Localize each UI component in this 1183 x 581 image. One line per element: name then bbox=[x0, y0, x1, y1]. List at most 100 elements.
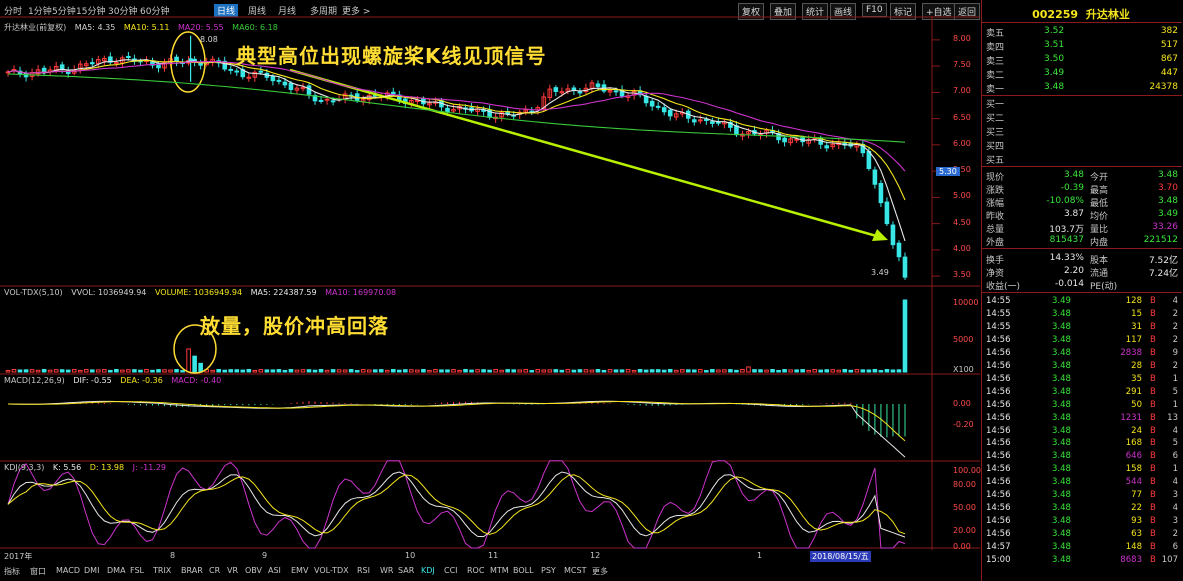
indicator-tab-15[interactable]: WR bbox=[380, 566, 394, 575]
stat-label-0-b: 今开 bbox=[1090, 173, 1109, 183]
period-tab-1[interactable]: 1分钟 bbox=[28, 7, 52, 17]
volume-bar-19 bbox=[120, 369, 125, 373]
indicator-tab-20[interactable]: MTM bbox=[490, 566, 509, 575]
tick-v: 128 bbox=[1125, 296, 1142, 306]
panel-divider-2 bbox=[982, 166, 1182, 167]
candle-110 bbox=[667, 109, 673, 117]
volume-bar-84 bbox=[511, 369, 516, 373]
volume-bar-118 bbox=[716, 369, 721, 373]
tool-button-3[interactable]: 画线 bbox=[830, 3, 857, 20]
indicator-tab-17[interactable]: KDJ bbox=[421, 566, 435, 575]
tick-t: 14:56 bbox=[986, 347, 1011, 358]
candle-101 bbox=[613, 90, 619, 93]
indicator-tab-14[interactable]: RSI bbox=[357, 566, 370, 575]
indicator-tab-5[interactable]: FSL bbox=[130, 566, 144, 575]
tick-p: 3.48 bbox=[1052, 542, 1071, 553]
bid-label-1: 买二 bbox=[986, 114, 1005, 124]
indicator-tab-2[interactable]: MACD bbox=[56, 566, 80, 575]
tool-button-0[interactable]: 复权 bbox=[738, 3, 765, 20]
indicator-tab-7[interactable]: BRAR bbox=[181, 566, 203, 575]
stat2-value-0-b: 7.52亿 bbox=[1148, 256, 1178, 266]
tool-button-5[interactable]: 标记 bbox=[890, 3, 917, 20]
period-tab-10[interactable]: 更多 > bbox=[342, 7, 371, 17]
tick-t: 14:56 bbox=[986, 451, 1011, 462]
tick-row: 14:56 3.48 93 B 3 bbox=[984, 516, 1180, 529]
stock-name: 升达林业 bbox=[1085, 8, 1130, 21]
stat-value-0-a: 3.48 bbox=[1063, 170, 1084, 180]
indicator-tab-9[interactable]: VR bbox=[227, 566, 239, 575]
tick-t: 14:55 bbox=[986, 308, 1011, 319]
indicator-tab-21[interactable]: BOLL bbox=[513, 566, 534, 575]
period-tab-3[interactable]: 15分钟 bbox=[76, 7, 106, 17]
indicator-tab-0[interactable]: 指标 bbox=[4, 567, 20, 576]
indicator-tab-22[interactable]: PSY bbox=[541, 566, 556, 575]
indicator-tab-4[interactable]: DMA bbox=[107, 566, 126, 575]
indicator-tab-16[interactable]: SAR bbox=[398, 566, 415, 575]
candle-32 bbox=[198, 62, 203, 66]
volume-bar-55 bbox=[336, 369, 342, 373]
volume-bar-3 bbox=[23, 369, 29, 373]
tick-s: B bbox=[1150, 399, 1156, 410]
tick-p: 3.48 bbox=[1052, 529, 1071, 540]
indicator-tab-18[interactable]: CCI bbox=[444, 566, 458, 575]
indicator-tab-8[interactable]: CR bbox=[209, 566, 221, 575]
candle-9 bbox=[59, 64, 65, 70]
indicator-tab-19[interactable]: ROC bbox=[467, 566, 485, 575]
period-tab-4[interactable]: 30分钟 bbox=[108, 7, 138, 17]
period-tab-2[interactable]: 5分钟 bbox=[52, 7, 76, 17]
stat-label-1-b: 最高 bbox=[1090, 186, 1109, 196]
period-tab-6[interactable]: 日线 bbox=[214, 4, 239, 17]
indicator-tab-10[interactable]: OBV bbox=[245, 566, 263, 575]
stat-value-4-a: 103.7万 bbox=[1049, 225, 1084, 235]
candle-24 bbox=[150, 61, 155, 66]
indicator-tab-3[interactable]: DMI bbox=[84, 566, 100, 575]
indicator-tab-11[interactable]: ASI bbox=[268, 566, 281, 575]
tick-s: B bbox=[1150, 321, 1156, 332]
tick-v: 50 bbox=[1131, 399, 1142, 410]
indicator-tab-24[interactable]: 更多 bbox=[592, 567, 608, 576]
stat2-value-2-a: -0.014 bbox=[1054, 279, 1084, 289]
volume-bar-64 bbox=[390, 368, 396, 373]
volume-bar-102 bbox=[619, 369, 625, 373]
tool-button-4[interactable]: F10 bbox=[862, 3, 887, 17]
ask-label-3: 卖二 bbox=[986, 71, 1005, 81]
price-tick-0: 8.00 bbox=[953, 33, 971, 43]
kdj-tick-1: 80.00 bbox=[953, 480, 976, 489]
candle-16 bbox=[102, 57, 107, 62]
ask-label-0: 卖五 bbox=[986, 29, 1005, 39]
volume-bar-135 bbox=[818, 369, 824, 373]
tool-button-2[interactable]: 统计 bbox=[802, 3, 829, 20]
period-tab-9[interactable]: 多周期 bbox=[310, 7, 338, 17]
volume-bar-77 bbox=[469, 369, 474, 373]
indicator-tab-23[interactable]: MCST bbox=[564, 566, 587, 575]
tick-row: 14:56 3.48 63 B 2 bbox=[984, 529, 1180, 542]
period-tab-5[interactable]: 60分钟 bbox=[140, 7, 170, 17]
tool-button-7[interactable]: 返回 bbox=[954, 3, 981, 20]
tick-n: 5 bbox=[1172, 438, 1178, 449]
indicator-tab-12[interactable]: EMV bbox=[291, 566, 309, 575]
bid-label-3: 买四 bbox=[986, 142, 1005, 152]
kline-chart-area[interactable] bbox=[0, 16, 980, 579]
stat2-value-1-a: 2.20 bbox=[1063, 266, 1084, 276]
period-tab-0[interactable]: 分时 bbox=[4, 7, 23, 17]
volume-bar-104 bbox=[631, 369, 637, 373]
tool-button-1[interactable]: 叠加 bbox=[770, 3, 797, 20]
stat-value-4-b: 33.26 bbox=[1152, 222, 1178, 232]
tick-v: 646 bbox=[1125, 451, 1142, 462]
indicator-tab-6[interactable]: TRIX bbox=[153, 566, 172, 575]
panel-divider-4 bbox=[982, 292, 1182, 293]
volume-bar-39 bbox=[240, 369, 246, 373]
volume-bar-18 bbox=[114, 368, 119, 373]
tick-v: 168 bbox=[1125, 438, 1142, 449]
tick-row: 14:57 3.48 148 B 6 bbox=[984, 542, 1180, 555]
indicator-tab-1[interactable]: 窗口 bbox=[30, 567, 46, 576]
volume-bar-131 bbox=[794, 369, 799, 373]
period-tab-7[interactable]: 周线 bbox=[248, 7, 267, 17]
volume-bar-43 bbox=[264, 369, 270, 373]
volume-bar-47 bbox=[288, 368, 294, 373]
macd-value: MACD: -0.40 bbox=[171, 376, 222, 385]
period-tab-8[interactable]: 月线 bbox=[278, 7, 297, 17]
indicator-tab-13[interactable]: VOL-TDX bbox=[314, 566, 349, 575]
tick-n: 2 bbox=[1172, 529, 1178, 540]
tick-t: 14:56 bbox=[986, 438, 1011, 449]
